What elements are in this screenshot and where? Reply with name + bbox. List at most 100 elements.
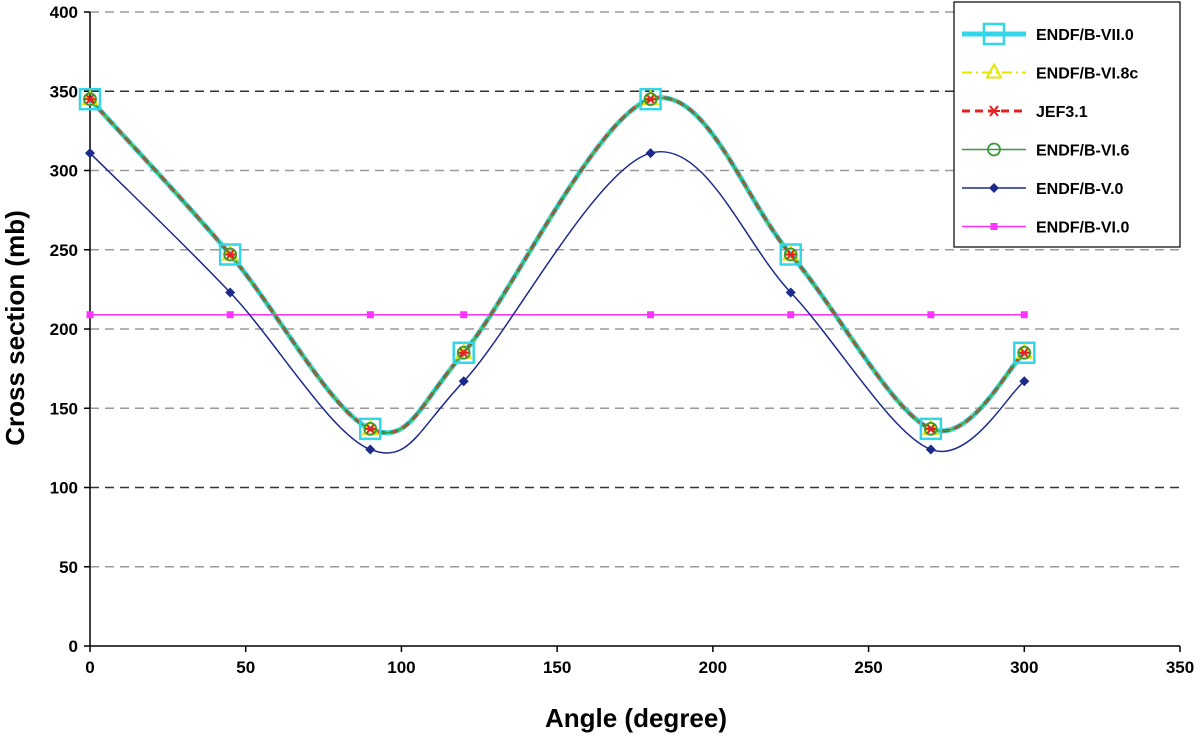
data-point-endf-b-v-0 xyxy=(365,444,376,455)
data-point-endf-b-vi-6 xyxy=(923,421,938,436)
legend-item-endf-b-vii-0: ENDF/B-VII.0 xyxy=(962,22,1134,46)
y-tick-label: 50 xyxy=(59,558,78,577)
y-tick-label: 250 xyxy=(50,241,78,260)
data-point-endf-b-vi-6 xyxy=(83,92,97,107)
y-tick-label: 200 xyxy=(50,320,78,339)
x-tick-label: 200 xyxy=(699,658,727,677)
data-point-endf-b-v-0 xyxy=(225,287,236,298)
data-point-endf-b-vi-6 xyxy=(783,247,798,262)
markers-endf-b-v-0 xyxy=(85,148,1030,455)
markers-endf-b-vi-8c xyxy=(81,89,1033,435)
y-tick-label: 350 xyxy=(50,82,78,101)
data-point-jef3-1 xyxy=(84,93,96,105)
y-tick-label: 150 xyxy=(50,399,78,418)
y-axis-title: Cross section (mb) xyxy=(0,210,30,446)
x-tick-label: 150 xyxy=(543,658,571,677)
asterisk-stroke xyxy=(458,347,469,359)
data-point-endf-b-vi-0 xyxy=(86,311,94,319)
data-point-endf-b-vi-6 xyxy=(363,421,378,436)
data-point-jef3-1 xyxy=(457,347,470,359)
y-tick-label: 100 xyxy=(50,479,78,498)
data-point-endf-b-v-0 xyxy=(1019,376,1030,387)
data-point-endf-b-vi-8c xyxy=(641,89,660,106)
data-point-endf-b-vi-8c xyxy=(1015,342,1033,359)
data-point-endf-b-vi-8c xyxy=(782,244,800,261)
data-point-jef3-1 xyxy=(224,248,237,261)
data-point-endf-b-vi-0 xyxy=(787,311,795,319)
asterisk-stroke xyxy=(1019,347,1030,359)
markers-endf-b-vi-6 xyxy=(83,92,1032,436)
data-point-endf-b-v-0 xyxy=(458,376,469,387)
asterisk-stroke xyxy=(645,93,656,105)
data-point-endf-b-vi-0 xyxy=(1020,311,1028,319)
asterisk-stroke xyxy=(989,105,999,117)
asterisk-stroke xyxy=(785,248,796,261)
tick-labels: 0 50 100 150 200 250 300 350 400 0 50 100 150 200 250 3… xyxy=(50,3,1195,677)
data-point-jef3-1 xyxy=(1018,347,1031,359)
series-line-endf-b-vi-6 xyxy=(89,96,1025,434)
legend-marker-endf-b-vi-8c xyxy=(985,62,1003,79)
data-point-endf-b-vi-8c xyxy=(81,89,99,106)
series-endf-b-vi-6 xyxy=(89,96,1025,434)
x-axis-title: Angle (degree) xyxy=(545,703,727,733)
series-endf-b-v-0 xyxy=(89,150,1025,454)
x-tick-label: 250 xyxy=(854,658,882,677)
x-tick-label: 300 xyxy=(1010,658,1038,677)
data-point-endf-b-v-0 xyxy=(925,444,936,455)
data-point-endf-b-v-0 xyxy=(85,148,95,159)
asterisk-stroke xyxy=(365,423,376,435)
markers-jef3-1 xyxy=(84,93,1031,435)
asterisk-stroke xyxy=(926,423,936,435)
legend-item-jef3-1: JEF3.1 xyxy=(962,104,1088,121)
data-point-endf-b-vi-0 xyxy=(927,311,935,319)
data-point-endf-b-vi-0 xyxy=(647,311,655,319)
asterisk-stroke xyxy=(225,248,235,261)
data-point-endf-b-vi-6 xyxy=(223,247,238,262)
legend-label-endf-b-v-0: ENDF/B-V.0 xyxy=(1036,181,1124,198)
x-tick-label: 350 xyxy=(1166,658,1194,677)
y-tick-label: 400 xyxy=(50,3,78,22)
legend-label-endf-b-vi-6: ENDF/B-VI.6 xyxy=(1036,143,1129,160)
legend-label-endf-b-vi-0: ENDF/B-VI.0 xyxy=(1036,220,1129,237)
legend-label-endf-b-vii-0: ENDF/B-VII.0 xyxy=(1036,27,1134,44)
legend-item-endf-b-vi-6: ENDF/B-VI.6 xyxy=(962,143,1129,160)
y-tick-label: 0 xyxy=(69,637,78,656)
legend-marker-endf-b-vi-6 xyxy=(987,142,1001,157)
legend-item-endf-b-vi-0: ENDF/B-VI.0 xyxy=(962,220,1129,237)
x-tick-label: 100 xyxy=(387,658,415,677)
legend-marker-endf-b-vii-0 xyxy=(982,22,1006,46)
legend-marker-endf-b-vi-0 xyxy=(990,223,998,230)
legend-label-jef3-1: JEF3.1 xyxy=(1036,104,1088,121)
data-point-endf-b-vi-8c xyxy=(221,244,239,261)
legend-marker-jef3-1 xyxy=(988,105,1000,117)
asterisk-stroke xyxy=(85,93,95,105)
data-point-endf-b-v-0 xyxy=(645,148,656,159)
data-point-endf-b-vi-8c xyxy=(455,342,473,359)
data-point-endf-b-vi-8c xyxy=(361,418,379,435)
legend: ENDF/B-VII.0 ENDF/B-VI.8c JEF3.1 ENDF/B-VI.… xyxy=(953,1,1181,248)
markers-endf-b-vi-0 xyxy=(86,311,1028,319)
legend-label-endf-b-vi-8c: ENDF/B-VI.8c xyxy=(1036,66,1138,83)
x-tick-label: 0 xyxy=(85,658,94,677)
data-point-endf-b-vi-0 xyxy=(366,311,374,319)
data-point-endf-b-vi-6 xyxy=(456,345,471,360)
data-point-jef3-1 xyxy=(364,423,377,435)
data-point-endf-b-vi-8c xyxy=(922,418,940,435)
legend-marker-endf-b-v-0 xyxy=(989,183,999,193)
data-point-endf-b-vi-0 xyxy=(460,311,468,319)
data-point-endf-b-vi-6 xyxy=(1017,345,1032,360)
y-tick-label: 300 xyxy=(50,162,78,181)
axes xyxy=(84,11,1181,652)
series-group xyxy=(78,87,1036,455)
data-point-jef3-1 xyxy=(924,423,937,435)
series-line-endf-b-v-0 xyxy=(89,150,1025,454)
data-point-jef3-1 xyxy=(644,93,657,105)
data-point-endf-b-vi-6 xyxy=(643,92,658,107)
data-point-endf-b-vi-0 xyxy=(226,311,234,319)
data-point-endf-b-v-0 xyxy=(785,287,796,298)
x-tick-label: 50 xyxy=(236,658,255,677)
data-point-jef3-1 xyxy=(784,248,797,261)
legend-item-endf-b-vi-8c: ENDF/B-VI.8c xyxy=(962,62,1138,83)
legend-item-endf-b-v-0: ENDF/B-V.0 xyxy=(962,181,1124,198)
